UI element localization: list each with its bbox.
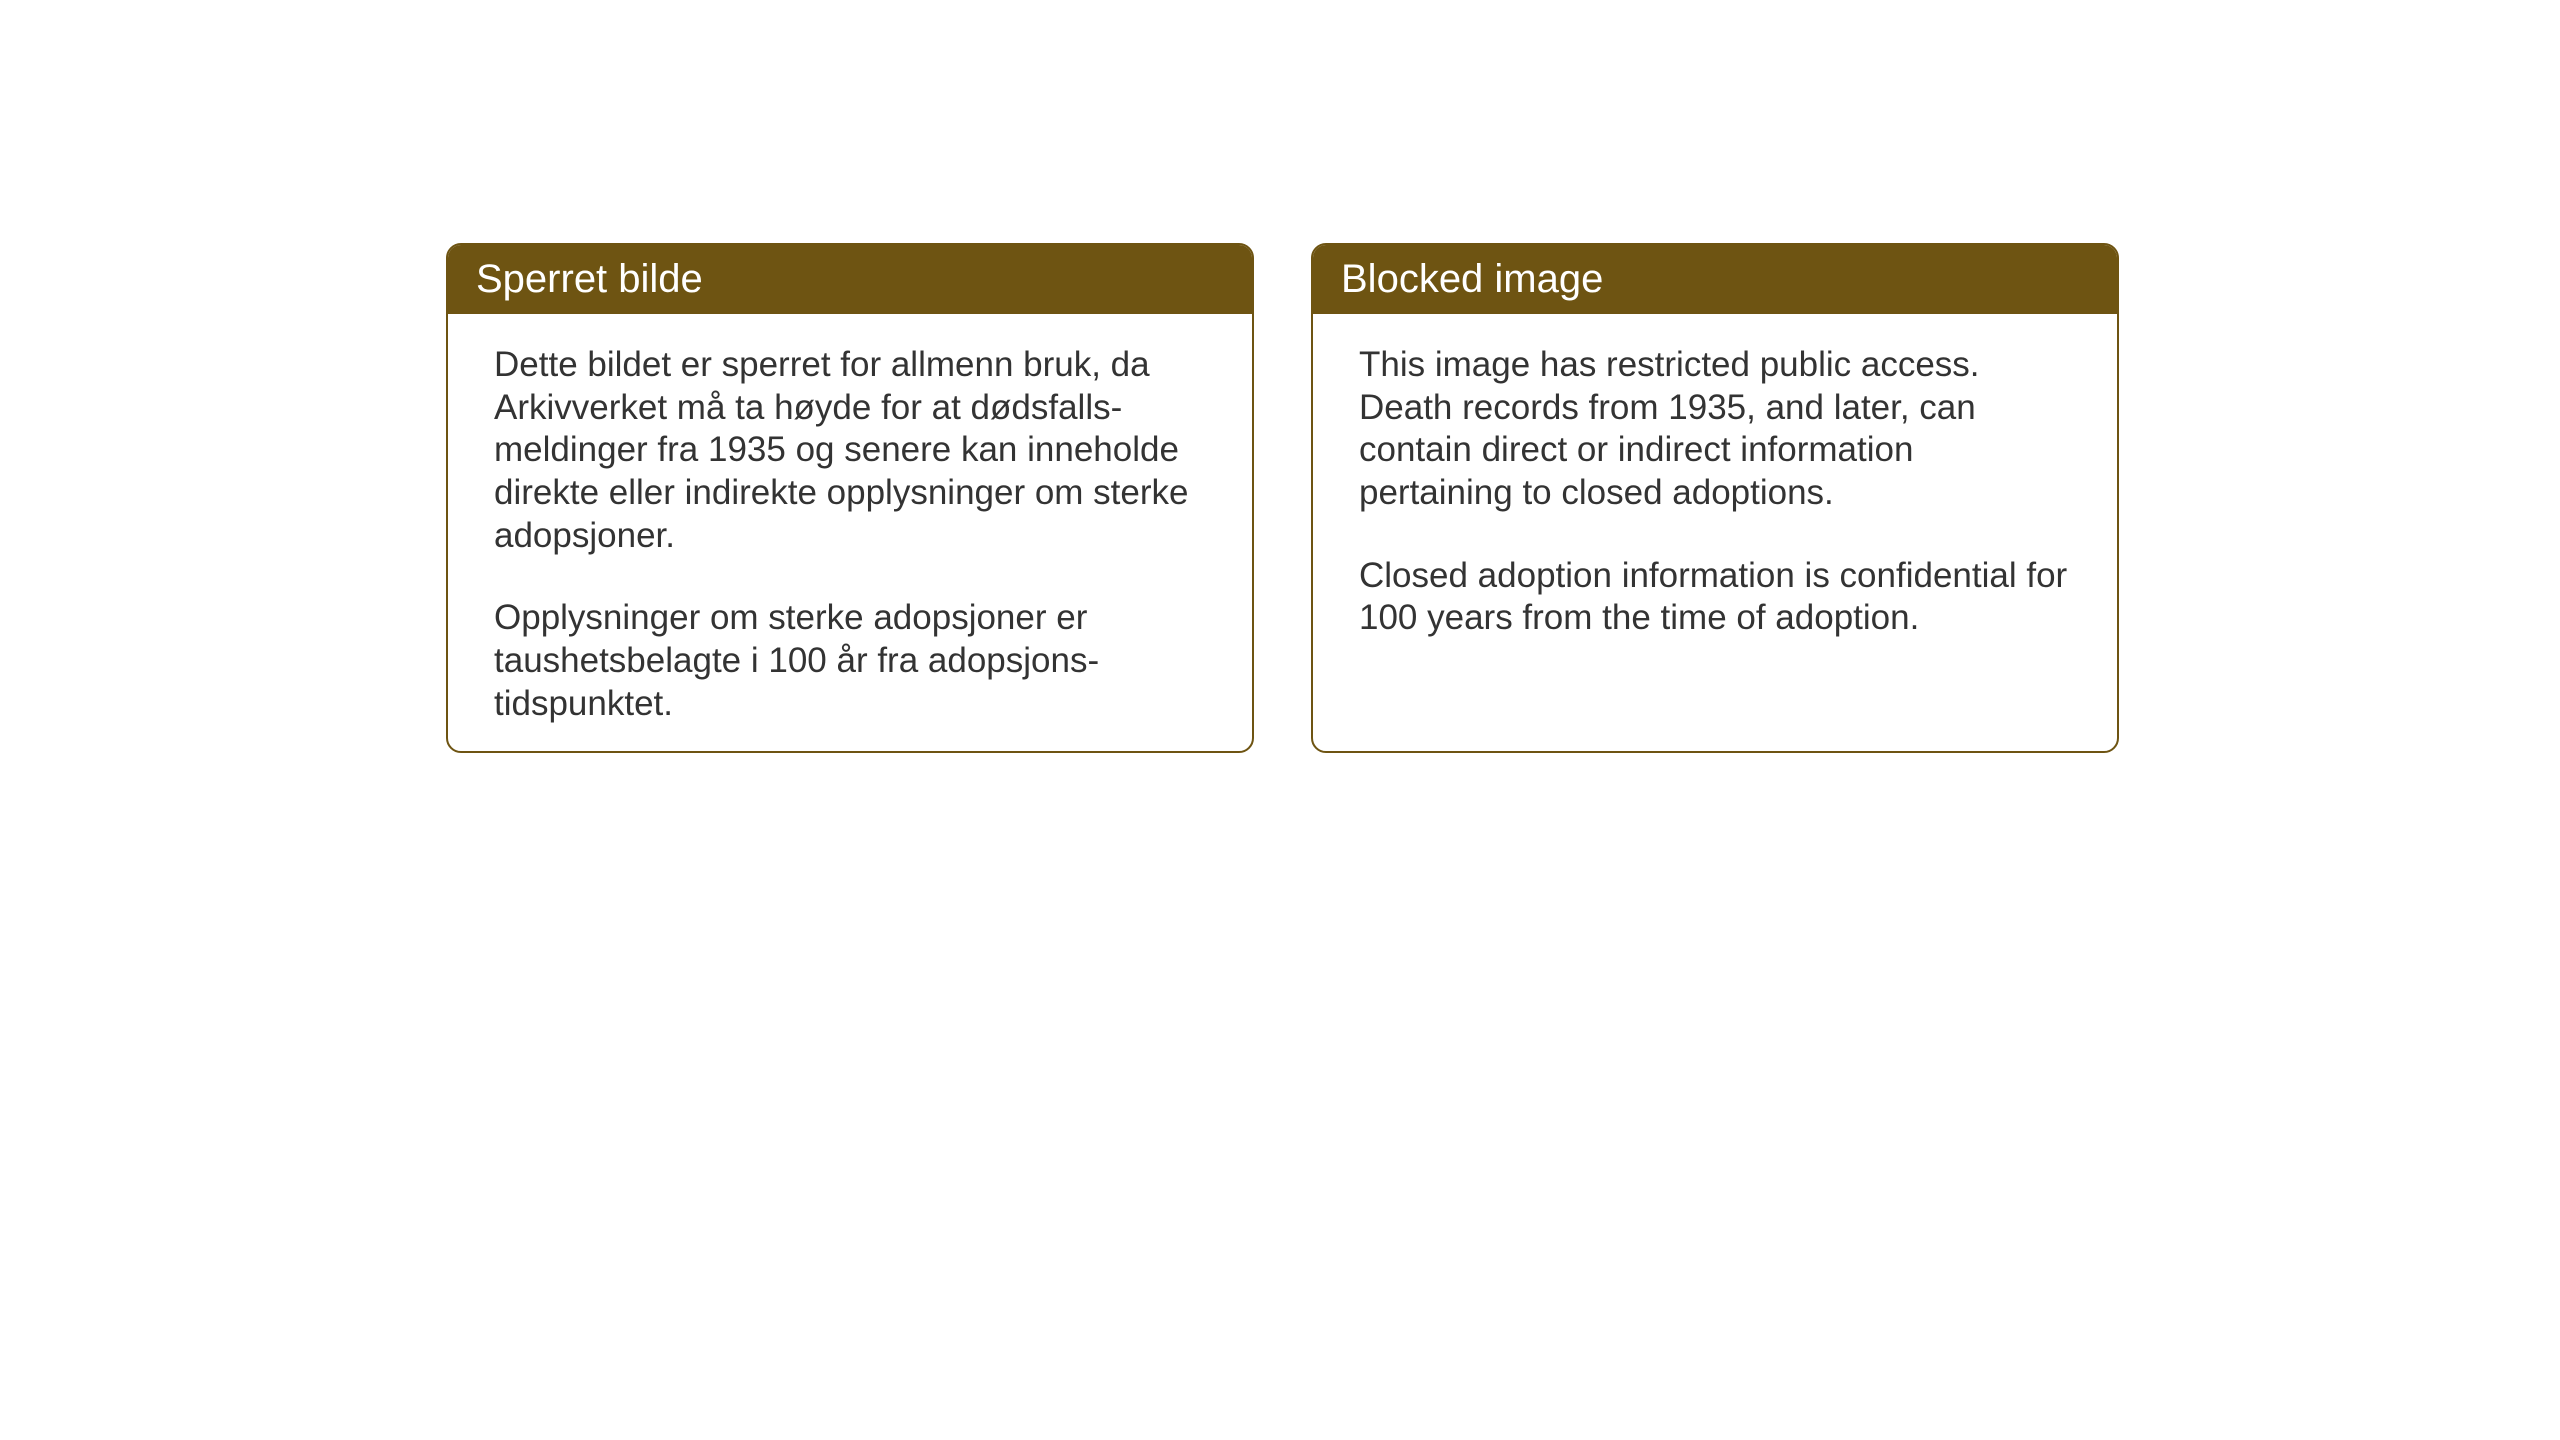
english-notice-body: This image has restricted public access.… — [1313, 314, 2117, 670]
english-paragraph-1: This image has restricted public access.… — [1359, 344, 2071, 515]
english-notice-box: Blocked image This image has restricted … — [1311, 243, 2119, 753]
norwegian-notice-title: Sperret bilde — [448, 245, 1252, 314]
norwegian-notice-body: Dette bildet er sperret for allmenn bruk… — [448, 314, 1252, 753]
norwegian-notice-box: Sperret bilde Dette bildet er sperret fo… — [446, 243, 1254, 753]
notice-container: Sperret bilde Dette bildet er sperret fo… — [446, 243, 2119, 753]
english-paragraph-2: Closed adoption information is confident… — [1359, 555, 2071, 640]
norwegian-paragraph-2: Opplysninger om sterke adopsjoner er tau… — [494, 597, 1206, 725]
norwegian-paragraph-1: Dette bildet er sperret for allmenn bruk… — [494, 344, 1206, 557]
english-notice-title: Blocked image — [1313, 245, 2117, 314]
